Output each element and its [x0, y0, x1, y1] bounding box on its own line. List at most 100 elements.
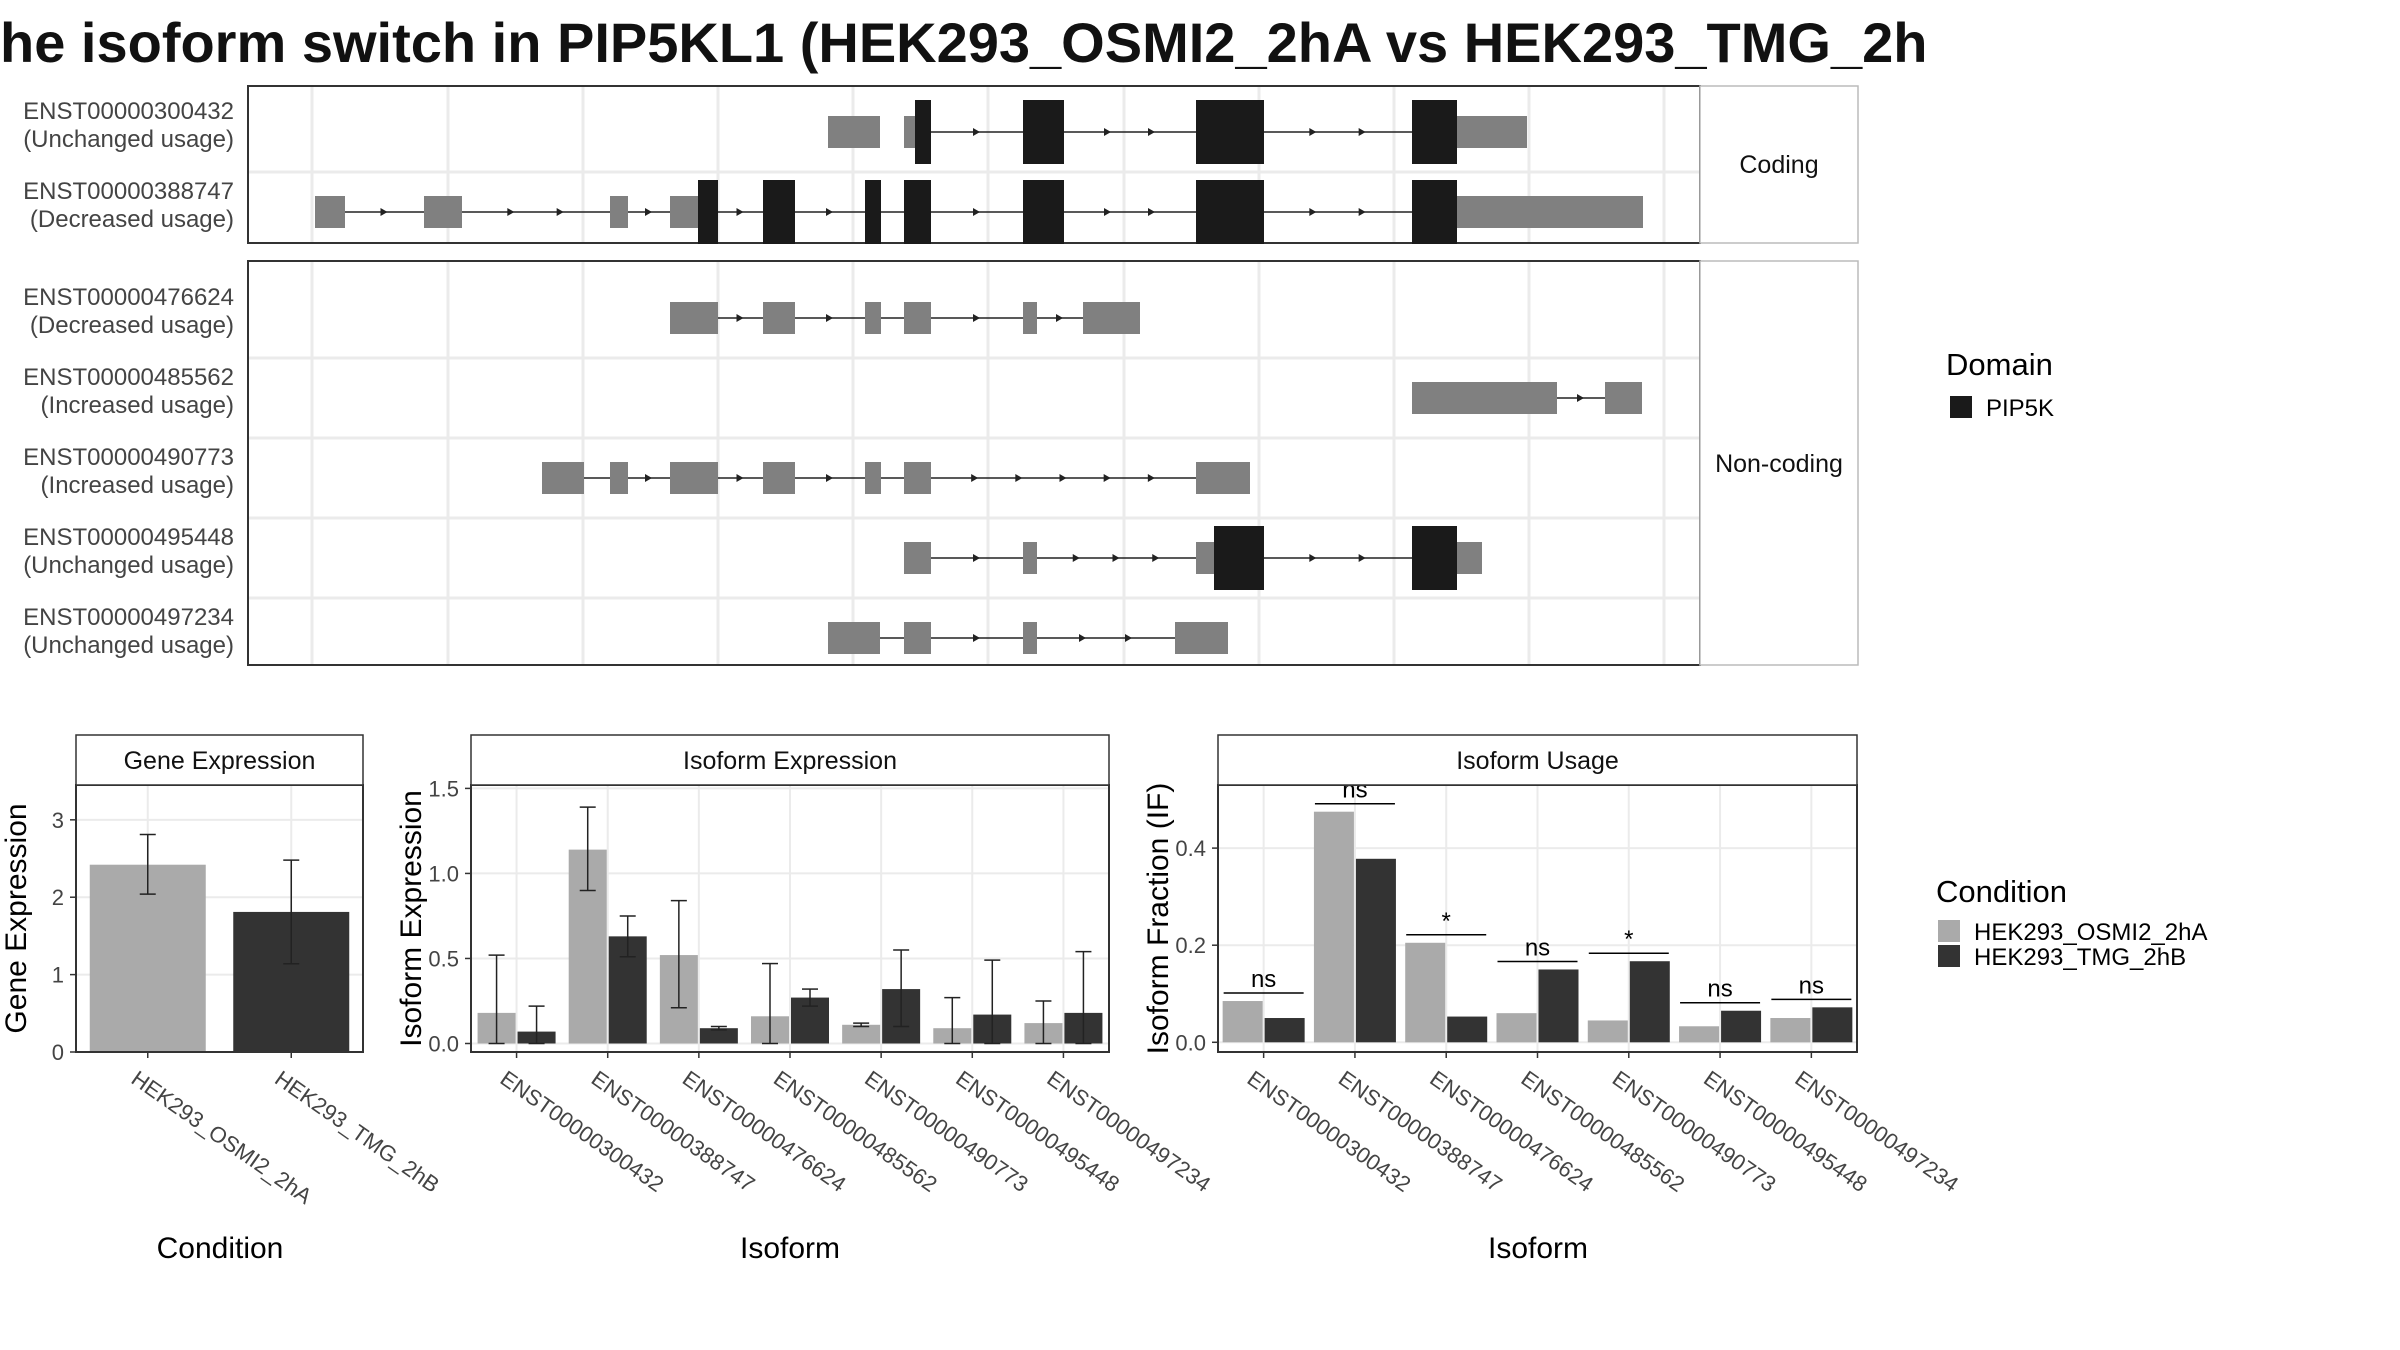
- intron-arrow: [826, 474, 833, 482]
- exon-domain: [1196, 180, 1264, 244]
- intron-arrow: [973, 314, 980, 322]
- intron-arrow: [973, 634, 980, 642]
- x-tick-label: ENST00000497234: [1043, 1066, 1216, 1197]
- x-tick-label: ENST00000490773: [1608, 1066, 1781, 1197]
- intron-arrow: [1104, 128, 1111, 136]
- chart-title: Isoform Usage: [1456, 747, 1619, 775]
- y-tick-label: 0.0: [428, 1031, 459, 1056]
- exon-domain: [1196, 100, 1264, 164]
- transcript-model: [542, 462, 1250, 494]
- domain-legend-swatch: [1950, 396, 1972, 418]
- bar: [1264, 1018, 1305, 1043]
- intron-arrow: [1147, 474, 1155, 482]
- isoform-expression-chart: Isoform Expression0.00.51.01.5ENST000003…: [395, 734, 1216, 1265]
- bar: [1496, 1013, 1537, 1043]
- intron-arrow: [736, 314, 744, 322]
- intron-arrow: [1103, 474, 1111, 482]
- error-bar: [283, 859, 300, 965]
- significance-marker: ns: [1771, 972, 1852, 1001]
- exon: [331, 196, 345, 228]
- bar: [699, 1028, 738, 1044]
- bar: [1405, 942, 1446, 1043]
- intron-arrow: [1577, 394, 1584, 402]
- facet-strip: [75, 734, 364, 786]
- transcript-id-label: ENST00000300432: [23, 98, 234, 125]
- y-tick-label: 2: [52, 885, 64, 910]
- y-tick-label: 0: [52, 1040, 64, 1065]
- significance-marker: *: [1588, 926, 1669, 954]
- exon: [1466, 196, 1643, 228]
- error-bar: [670, 899, 687, 1009]
- exon: [1083, 302, 1090, 334]
- bar: [1812, 1007, 1853, 1043]
- x-tick-label: ENST00000485562: [1517, 1066, 1690, 1197]
- x-axis-title: Isoform: [740, 1232, 840, 1265]
- coding-facet-strip: [1699, 85, 1859, 244]
- y-tick-label: 1.0: [428, 861, 459, 886]
- y-tick-label: 0.2: [1175, 933, 1206, 958]
- error-bar: [619, 915, 636, 958]
- transcript-id-label: ENST00000495448: [23, 524, 234, 551]
- bar: [1679, 1026, 1720, 1043]
- noncoding-facet-panel: [247, 260, 1701, 666]
- exon: [1023, 542, 1037, 574]
- intron-arrow: [1148, 128, 1155, 136]
- exon-domain: [763, 180, 795, 244]
- significance-label: ns: [1251, 966, 1276, 993]
- exon-domain: [1214, 526, 1264, 590]
- x-tick-label: ENST00000490773: [860, 1066, 1033, 1197]
- gene-expression-chart: Gene Expression0123HEK293_OSMI2_2hAHEK29…: [0, 734, 444, 1265]
- intron-arrow: [1015, 474, 1023, 482]
- intron-arrow: [736, 474, 744, 482]
- exon: [865, 302, 881, 334]
- exon: [610, 462, 628, 494]
- exon-domain: [1412, 180, 1457, 244]
- exon-domain: [1412, 100, 1457, 164]
- transcript-usage-label: (Decreased usage): [30, 312, 234, 339]
- intron-arrow: [973, 208, 980, 216]
- chart-title: Gene Expression: [124, 747, 316, 775]
- condition-legend-item: HEK293_TMG_2hB: [1974, 944, 2186, 971]
- significance-label: *: [1624, 926, 1633, 953]
- y-tick-label: 3: [52, 808, 64, 833]
- exon-domain: [865, 180, 881, 244]
- chart-title: Isoform Expression: [683, 747, 897, 775]
- exon: [1457, 196, 1466, 228]
- exon: [670, 462, 718, 494]
- intron-arrow: [507, 208, 515, 216]
- significance-marker: ns: [1223, 966, 1304, 994]
- intron-arrow: [1125, 634, 1132, 642]
- y-axis-title: Isoform Fraction (IF): [1142, 783, 1175, 1055]
- x-tick-label: ENST00000495448: [951, 1066, 1124, 1197]
- exon: [904, 116, 915, 148]
- significance-marker: ns: [1680, 976, 1761, 1004]
- bar: [1770, 1018, 1811, 1043]
- condition-legend-item: HEK293_OSMI2_2hA: [1974, 919, 2207, 946]
- transcript-model: [1412, 382, 1642, 414]
- exon: [904, 462, 931, 494]
- condition-legend-swatch: [1938, 920, 1960, 942]
- coding-facet-label: Coding: [1739, 151, 1818, 179]
- error-bar: [802, 988, 818, 1007]
- transcript-id-label: ENST00000490773: [23, 444, 234, 471]
- significance-label: ns: [1799, 972, 1824, 999]
- intron-arrow: [1148, 208, 1155, 216]
- intron-arrow: [973, 128, 980, 136]
- significance-label: *: [1442, 908, 1451, 935]
- error-bar: [944, 996, 961, 1045]
- significance-marker: ns: [1497, 934, 1578, 963]
- exon: [915, 302, 931, 334]
- x-axis-title: Condition: [157, 1232, 284, 1265]
- exon: [424, 196, 462, 228]
- exon: [904, 302, 915, 334]
- intron-arrow: [645, 474, 652, 482]
- bar: [1447, 1016, 1488, 1043]
- error-bar: [762, 962, 778, 1045]
- exon: [904, 622, 931, 654]
- exon: [315, 196, 331, 228]
- transcript-usage-label: (Decreased usage): [30, 206, 234, 233]
- facet-strip: [1217, 734, 1858, 786]
- y-tick-label: 0.5: [428, 946, 459, 971]
- intron-arrow: [1056, 314, 1063, 322]
